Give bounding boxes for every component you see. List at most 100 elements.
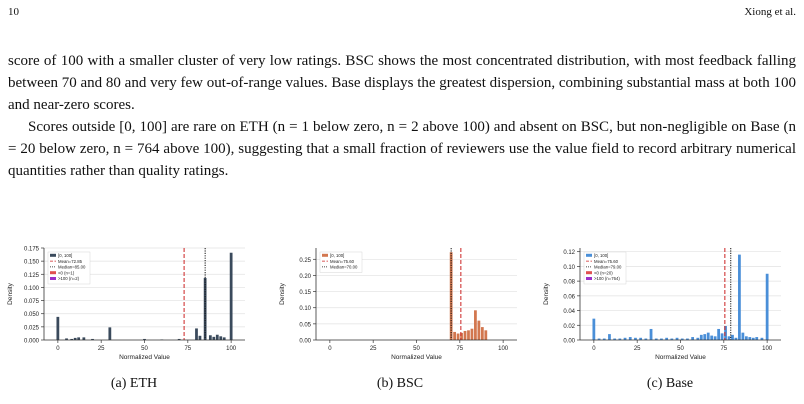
histogram-bar: [680, 338, 684, 340]
histogram-bar: [760, 337, 764, 340]
histogram-bar: [613, 338, 617, 340]
histogram-bar: [639, 337, 643, 340]
x-tick-label: 50: [413, 346, 420, 352]
histogram-bar: [484, 330, 488, 340]
legend-entry: <0 (n=1): [58, 270, 75, 275]
histogram-bar: [618, 338, 622, 340]
x-tick-label: 0: [328, 346, 332, 352]
histogram-bar: [703, 334, 707, 340]
base-density-chart: 0.00 0.02 0.04 0.06 0.08 0.10 0.12 0 25 50 75 100 No…: [543, 248, 781, 361]
legend-entry: >100 (n=2): [58, 276, 80, 281]
legend-entry: <0 (n=20): [594, 270, 613, 275]
paragraph-2: Scores outside [0, 100] are rare on ETH …: [8, 119, 796, 179]
histogram-bar: [696, 337, 700, 340]
y-tick-label: 0.20: [299, 274, 311, 280]
histogram-bar: [477, 320, 481, 340]
histogram-bar: [77, 337, 81, 340]
y-tick-label: 0.05: [299, 322, 311, 328]
histogram-bar: [670, 338, 674, 340]
legend-entry: Mean=75.60: [330, 259, 355, 264]
histogram-bar: [713, 336, 717, 340]
legend-entry: Median=85.00: [58, 265, 86, 270]
x-tick-label: 25: [370, 346, 377, 352]
x-axis-label: Normalized Value: [391, 354, 442, 361]
y-tick-label: 0.000: [24, 339, 40, 345]
x-tick-label: 25: [98, 346, 105, 352]
histogram-bar: [727, 336, 731, 340]
legend-entry: Mean=72.85: [58, 259, 83, 264]
histogram-bar: [470, 328, 474, 340]
legend-swatch: [50, 277, 56, 280]
x-axis-label: Normalized Value: [655, 354, 706, 361]
x-tick-label: 75: [720, 346, 727, 352]
y-axis-label: Density: [279, 282, 286, 304]
histogram-bar: [70, 338, 74, 340]
histogram-bar: [744, 336, 748, 340]
x-tick-label: 0: [592, 346, 596, 352]
legend-entry: Mean=75.60: [594, 259, 619, 264]
histogram-bar: [628, 337, 632, 340]
histogram-bar: [215, 334, 219, 340]
histogram-bar: [706, 332, 710, 340]
histogram-bar: [755, 337, 759, 340]
histogram-bar: [602, 338, 606, 340]
x-tick-label: 0: [56, 346, 60, 352]
histogram-bar: [460, 332, 463, 340]
legend-swatch: [50, 271, 56, 275]
histogram-bar: [177, 338, 181, 340]
legend-entry: [0, 100]: [594, 253, 608, 258]
legend-entry: Median=70.00: [330, 265, 358, 270]
y-tick-label: 0.150: [24, 260, 40, 266]
histogram-bar: [108, 327, 112, 340]
y-tick-label: 0.10: [299, 306, 311, 312]
histogram-bar: [634, 337, 637, 340]
y-axis-label: Density: [543, 282, 550, 304]
running-header-authors: Xiong et al.: [744, 6, 796, 18]
y-tick-label: 0.00: [563, 339, 575, 345]
histogram-bar: [195, 328, 198, 340]
histogram-bar: [644, 338, 648, 340]
y-tick-label: 0.175: [24, 247, 40, 253]
x-tick-label: 100: [762, 346, 773, 352]
legend-swatch: [586, 271, 592, 275]
y-tick-label: 0.100: [24, 286, 40, 292]
histogram-bar: [56, 316, 60, 340]
y-tick-label: 0.00: [299, 339, 311, 345]
y-tick-label: 0.08: [563, 280, 575, 286]
legend-entry: Median=79.00: [594, 265, 622, 270]
histogram-bar: [654, 338, 658, 340]
legend-entry: >100 (n=764): [594, 276, 620, 281]
histogram-bar: [208, 335, 212, 340]
histogram-bar: [710, 335, 714, 340]
histogram-bar: [82, 337, 86, 340]
histogram-bar: [198, 335, 202, 340]
histogram-bar: [623, 337, 627, 340]
histogram-bar: [222, 337, 226, 340]
histogram-bar: [748, 337, 752, 340]
caption-base: (c) Base: [646, 376, 694, 391]
histogram-bar: [65, 338, 68, 340]
histogram-bar: [741, 332, 745, 340]
histogram-bar: [597, 338, 601, 340]
histogram-bar: [660, 338, 663, 340]
legend-swatch: [586, 253, 592, 257]
histogram-bar: [724, 326, 727, 340]
histogram-bar: [675, 337, 679, 340]
histogram-bar: [608, 334, 611, 340]
legend-entry: [0, 100]: [330, 253, 344, 258]
histogram-bar: [717, 328, 721, 340]
x-tick-label: 75: [184, 346, 191, 352]
y-tick-label: 0.125: [24, 273, 40, 279]
legend-swatch: [322, 253, 328, 257]
histogram-bar: [665, 337, 669, 340]
x-tick-label: 50: [141, 346, 148, 352]
y-tick-label: 0.04: [563, 309, 575, 315]
y-tick-label: 0.075: [24, 299, 40, 305]
histogram-bar: [456, 333, 460, 340]
histogram-bar: [212, 336, 216, 340]
y-tick-label: 0.025: [24, 325, 40, 331]
histogram-bar: [731, 334, 734, 340]
y-tick-label: 0.25: [299, 258, 311, 264]
histogram-bar: [738, 254, 741, 340]
y-axis-label: Density: [7, 282, 14, 304]
